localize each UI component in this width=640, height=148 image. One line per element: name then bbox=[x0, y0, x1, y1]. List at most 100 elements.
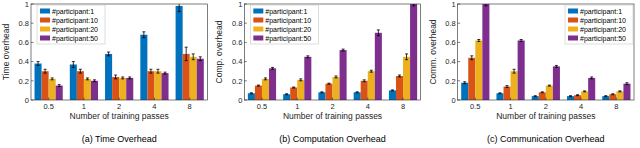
panel: 00.20.40.60.810.51248Number of training … bbox=[1, 0, 207, 144]
error-cap bbox=[192, 53, 195, 54]
error-cap bbox=[320, 91, 323, 92]
error-cap bbox=[107, 52, 110, 53]
bar bbox=[532, 96, 539, 100]
x-tick-label: 4 bbox=[152, 102, 156, 111]
error-line bbox=[87, 78, 88, 80]
error-line bbox=[321, 91, 322, 93]
error-line bbox=[464, 82, 465, 84]
error-cap bbox=[292, 88, 295, 89]
y-tick bbox=[244, 4, 247, 5]
x-tick bbox=[297, 98, 298, 101]
bar bbox=[91, 81, 98, 100]
error-line bbox=[406, 54, 407, 60]
caption: (a) Time Overhead bbox=[82, 134, 157, 144]
bar bbox=[368, 71, 375, 100]
error-cap bbox=[299, 78, 302, 79]
legend: #participant:1#participant:10#participan… bbox=[37, 5, 105, 44]
error-cap bbox=[327, 83, 330, 84]
error-cap bbox=[257, 85, 260, 86]
y-tick bbox=[458, 100, 461, 101]
error-bar bbox=[342, 49, 345, 51]
legend: #participant:1#participant:10#participan… bbox=[250, 5, 318, 44]
y-tick bbox=[458, 4, 461, 5]
error-cap bbox=[156, 73, 159, 74]
error-cap bbox=[185, 47, 188, 48]
y-tick bbox=[244, 80, 247, 81]
error-cap bbox=[370, 72, 373, 73]
legend: #participant:1#participant:10#participan… bbox=[565, 5, 633, 44]
y-tick-label: 0.6 bbox=[232, 38, 242, 47]
error-line bbox=[584, 90, 585, 92]
x-tick-label: 8 bbox=[614, 102, 618, 111]
error-bar bbox=[128, 77, 131, 79]
y-tick bbox=[458, 23, 461, 24]
bar bbox=[588, 78, 595, 100]
error-bar bbox=[611, 93, 614, 95]
y-tick-label: 0.2 bbox=[232, 77, 242, 86]
error-line bbox=[399, 75, 400, 77]
error-line bbox=[143, 32, 144, 38]
error-bar bbox=[199, 57, 202, 61]
error-cap bbox=[604, 96, 607, 97]
error-line bbox=[371, 70, 372, 72]
error-cap bbox=[398, 76, 401, 77]
legend-label: #participant:1 bbox=[52, 8, 94, 16]
error-cap bbox=[363, 81, 366, 82]
error-cap bbox=[86, 79, 89, 80]
error-cap bbox=[250, 92, 253, 93]
error-cap bbox=[264, 79, 267, 80]
x-tick bbox=[83, 98, 84, 101]
error-bar bbox=[142, 32, 145, 38]
error-cap bbox=[51, 79, 54, 80]
error-cap bbox=[513, 73, 516, 74]
error-bar bbox=[548, 85, 551, 87]
error-bar bbox=[498, 92, 501, 94]
x-axis-label: Number of training passes bbox=[70, 111, 169, 121]
error-cap bbox=[611, 93, 614, 94]
error-cap bbox=[569, 95, 572, 96]
bar bbox=[410, 4, 417, 100]
x-tick bbox=[581, 98, 582, 101]
error-line bbox=[591, 77, 592, 79]
error-line bbox=[378, 30, 379, 36]
legend-swatch bbox=[40, 9, 50, 14]
error-bar bbox=[107, 52, 110, 56]
error-cap bbox=[320, 92, 323, 93]
error-bar bbox=[470, 56, 473, 60]
error-line bbox=[328, 83, 329, 85]
bar bbox=[190, 57, 197, 100]
bar bbox=[70, 64, 77, 100]
error-line bbox=[258, 85, 259, 87]
y-tick bbox=[458, 42, 461, 43]
error-line bbox=[293, 87, 294, 89]
error-bar bbox=[320, 91, 323, 93]
error-cap bbox=[299, 80, 302, 81]
error-line bbox=[186, 47, 187, 60]
legend-swatch bbox=[253, 18, 263, 23]
legend-label: #participant:1 bbox=[580, 8, 622, 16]
y-tick bbox=[31, 80, 34, 81]
x-tick bbox=[261, 98, 262, 101]
error-line bbox=[73, 62, 74, 68]
error-cap bbox=[412, 5, 415, 6]
error-cap bbox=[164, 72, 167, 73]
y-tick-label: 0.4 bbox=[19, 57, 29, 66]
figure: 00.20.40.60.810.51248Number of training … bbox=[0, 0, 640, 148]
legend-swatch bbox=[40, 36, 50, 41]
error-line bbox=[45, 69, 46, 73]
y-tick-label: 0.8 bbox=[19, 19, 29, 28]
error-line bbox=[471, 56, 472, 60]
error-line bbox=[542, 91, 543, 93]
bar bbox=[361, 81, 368, 100]
error-line bbox=[357, 91, 358, 93]
error-bar bbox=[356, 91, 359, 93]
x-tick-label: 1 bbox=[508, 102, 512, 111]
legend-label: #participant:20 bbox=[580, 26, 626, 34]
error-cap bbox=[498, 92, 501, 93]
error-cap bbox=[625, 84, 628, 85]
y-tick-label: 0 bbox=[25, 96, 29, 105]
x-tick bbox=[545, 98, 546, 101]
error-cap bbox=[37, 65, 40, 66]
x-tick-label: 0.5 bbox=[43, 102, 53, 111]
axes-frame bbox=[458, 4, 634, 100]
